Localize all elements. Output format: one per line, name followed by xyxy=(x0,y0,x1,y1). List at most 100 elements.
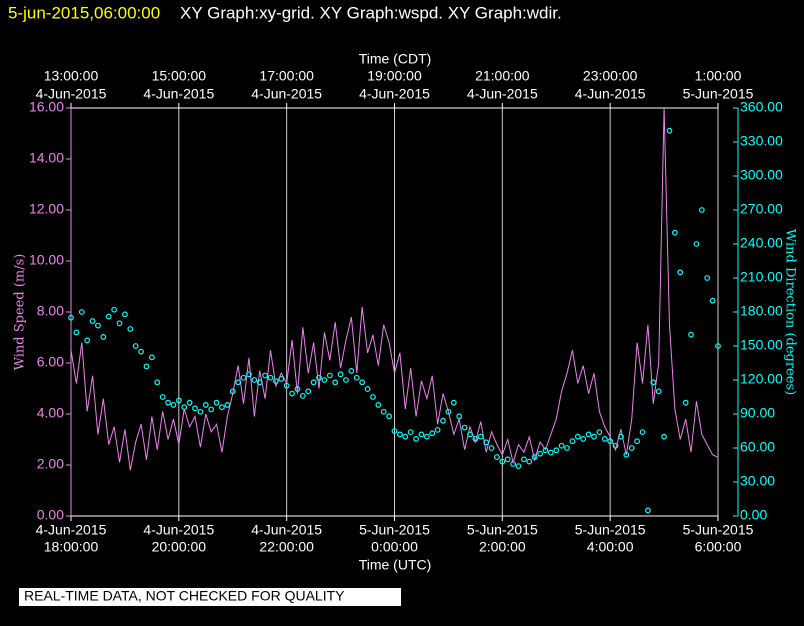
direction-point xyxy=(73,329,80,336)
direction-point xyxy=(68,314,74,321)
x2-tick-label: 13:00:00 xyxy=(44,68,99,84)
direction-point xyxy=(666,127,673,134)
y-tick-label: 16.00 xyxy=(29,99,64,115)
y2-tick-label: 60.00 xyxy=(740,439,775,455)
x2-tick-label: 4-Jun-2015 xyxy=(251,86,322,102)
direction-point xyxy=(380,408,387,415)
direction-point xyxy=(159,394,166,400)
direction-point xyxy=(639,429,646,436)
direction-point xyxy=(364,386,371,392)
y2-tick-label: 120.00 xyxy=(740,371,783,387)
direction-point xyxy=(596,429,603,436)
y-axis-label: Wind Speed (m/s) xyxy=(13,254,28,371)
direction-point xyxy=(100,334,107,340)
x2-tick-label: 23:00:00 xyxy=(583,68,638,84)
direction-point xyxy=(213,399,220,406)
direction-point xyxy=(224,402,231,408)
x-tick-label: 4-Jun-2015 xyxy=(36,522,107,538)
direction-point xyxy=(84,337,91,344)
direction-point xyxy=(138,348,144,355)
direction-point xyxy=(580,436,587,442)
direction-point xyxy=(450,399,457,406)
direction-point xyxy=(208,406,215,413)
direction-point xyxy=(262,372,269,379)
timestamp: 5-jun-2015,06:00:00 xyxy=(8,3,160,22)
note-box xyxy=(19,588,401,606)
y-tick-label: 0.00 xyxy=(37,507,64,523)
direction-point xyxy=(186,399,193,406)
direction-point xyxy=(326,372,333,379)
x2-tick-label: 4-Jun-2015 xyxy=(467,86,538,102)
direction-point xyxy=(105,313,112,320)
x-tick-label: 5-Jun-2015 xyxy=(467,522,538,538)
y2-tick-label: 210.00 xyxy=(740,269,783,285)
direction-point xyxy=(645,507,651,514)
x2-axis-label: Time (CDT) xyxy=(359,51,432,67)
direction-point xyxy=(521,456,527,463)
direction-point xyxy=(585,431,592,438)
direction-point xyxy=(310,379,317,386)
direction-point xyxy=(202,402,209,408)
direction-point xyxy=(526,458,533,465)
direction-point xyxy=(289,390,295,397)
y-tick-label: 10.00 xyxy=(29,252,64,268)
direction-point xyxy=(467,431,473,438)
direction-point xyxy=(650,379,657,386)
direction-point xyxy=(386,413,393,420)
x-tick-label: 20:00:00 xyxy=(152,539,207,555)
y-tick-label: 12.00 xyxy=(29,201,64,217)
x-axis-label: Time (UTC) xyxy=(359,557,432,573)
y-tick-label: 2.00 xyxy=(37,456,64,472)
x2-tick-label: 21:00:00 xyxy=(475,68,530,84)
direction-point xyxy=(229,388,236,395)
direction-point xyxy=(391,428,398,434)
y2-tick-label: 270.00 xyxy=(740,201,783,217)
direction-point xyxy=(472,436,479,442)
direction-point xyxy=(321,377,328,383)
chart-title: XY Graph:xy-grid. XY Graph:wspd. XY Grap… xyxy=(180,3,562,22)
direction-point xyxy=(553,447,560,454)
direction-point xyxy=(461,424,468,431)
x2-tick-label: 15:00:00 xyxy=(152,68,207,84)
direction-point xyxy=(175,397,182,404)
direction-point xyxy=(423,433,430,440)
y2-tick-label: 90.00 xyxy=(740,405,775,421)
direction-point xyxy=(299,392,306,399)
y2-tick-label: 0.00 xyxy=(740,507,767,523)
direction-point xyxy=(95,322,101,329)
x2-tick-label: 19:00:00 xyxy=(367,68,422,84)
direction-point xyxy=(143,363,150,370)
y2-axis-label: Wind Direction (degrees) xyxy=(783,229,798,395)
direction-point xyxy=(305,388,312,395)
direction-point xyxy=(256,379,263,386)
direction-point xyxy=(591,433,597,440)
direction-point xyxy=(499,458,506,465)
x-tick-label: 6:00:00 xyxy=(695,539,742,555)
direction-point xyxy=(661,433,667,440)
x2-tick-label: 4-Jun-2015 xyxy=(359,86,430,102)
direction-point xyxy=(122,311,128,318)
direction-point xyxy=(477,433,484,440)
direction-point xyxy=(682,399,689,406)
direction-point xyxy=(116,320,123,327)
direction-point xyxy=(623,451,630,458)
direction-point xyxy=(618,433,624,440)
direction-point xyxy=(564,445,570,451)
y-tick-label: 4.00 xyxy=(37,405,64,421)
direction-point xyxy=(127,326,134,332)
direction-point xyxy=(677,269,684,276)
x2-tick-label: 4-Jun-2015 xyxy=(36,86,107,102)
x-tick-label: 22:00:00 xyxy=(259,539,314,555)
direction-point xyxy=(197,408,204,415)
x-tick-label: 0:00:00 xyxy=(371,539,418,555)
direction-point xyxy=(558,442,565,449)
x-tick-label: 4-Jun-2015 xyxy=(143,522,214,538)
direction-point xyxy=(165,399,171,406)
direction-point xyxy=(510,460,517,467)
x-tick-label: 4-Jun-2015 xyxy=(251,522,322,538)
direction-point xyxy=(709,297,716,304)
direction-point xyxy=(353,374,360,381)
direction-point xyxy=(456,413,463,420)
x-tick-label: 5-Jun-2015 xyxy=(683,522,754,538)
